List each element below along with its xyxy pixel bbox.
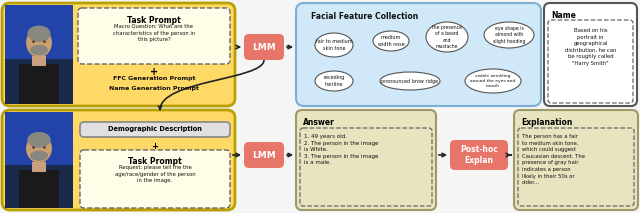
Ellipse shape [315,33,353,57]
FancyBboxPatch shape [296,110,436,210]
Text: LMM: LMM [252,43,276,52]
Bar [5,5,73,104]
Text: Based on his
portrait in
geographical
distribution, he can
be roughly called
"Ha: Based on his portrait in geographical di… [565,28,616,66]
Ellipse shape [32,40,35,43]
Text: Task Prompt: Task Prompt [128,157,182,166]
FancyBboxPatch shape [80,122,230,137]
Text: pronounced brow ridge: pronounced brow ridge [381,79,438,83]
Bar [5,112,73,208]
Ellipse shape [28,132,51,148]
FancyBboxPatch shape [244,34,284,60]
Text: Name: Name [551,11,576,20]
Ellipse shape [30,151,48,161]
Ellipse shape [26,28,52,58]
Bar [32,162,46,171]
Ellipse shape [28,26,51,42]
Text: Explanation: Explanation [521,118,572,127]
Ellipse shape [484,22,534,48]
Text: Macro Question: What are the
characteristics of the person in
this picture?: Macro Question: What are the characteris… [113,24,195,42]
Text: Task Prompt: Task Prompt [127,16,181,25]
Text: Post-hoc
Explan: Post-hoc Explan [460,145,498,165]
Text: receding
hairline: receding hairline [323,75,345,87]
FancyBboxPatch shape [544,3,637,106]
Ellipse shape [380,72,440,90]
Ellipse shape [43,146,46,149]
Text: medium
width nose: medium width nose [378,35,404,47]
FancyBboxPatch shape [300,128,432,206]
Text: visible wrinkling
around the eyes and
mouth: visible wrinkling around the eyes and mo… [470,74,516,88]
FancyBboxPatch shape [548,20,633,103]
FancyBboxPatch shape [2,110,235,210]
Ellipse shape [26,134,52,163]
FancyBboxPatch shape [2,3,235,106]
FancyBboxPatch shape [244,142,284,168]
FancyBboxPatch shape [514,110,638,210]
Text: Demographic Description: Demographic Description [108,127,202,132]
Ellipse shape [426,22,468,52]
Bar [19,170,60,208]
Bar [32,56,46,66]
Text: Name Generation Prompt: Name Generation Prompt [109,86,199,91]
Text: Facial Feature Collection: Facial Feature Collection [311,12,418,21]
Text: the presence
of a beard
and
mustache: the presence of a beard and mustache [432,25,462,49]
Bar [19,64,60,104]
Text: The person has a fair
to medium skin tone,
which could suggest
Caucasian descent: The person has a fair to medium skin ton… [522,134,585,185]
FancyBboxPatch shape [296,3,541,106]
Text: 1. 49 years old.
2. The person in the image
is White.
3. The person in the image: 1. 49 years old. 2. The person in the im… [304,134,378,166]
Ellipse shape [373,31,409,51]
FancyBboxPatch shape [450,140,508,170]
Ellipse shape [30,45,48,55]
Ellipse shape [32,146,35,149]
FancyBboxPatch shape [80,150,230,208]
Text: Request: please tell me the
age/race/gender of the person
in the image.: Request: please tell me the age/race/gen… [115,165,195,183]
FancyBboxPatch shape [518,128,634,206]
Text: +: + [152,142,159,151]
Ellipse shape [43,40,46,43]
Ellipse shape [465,69,521,93]
Text: eye shape is
almond with
slight hooding: eye shape is almond with slight hooding [493,26,525,44]
Bar [5,112,73,165]
Text: FFC Generation Prompt: FFC Generation Prompt [113,76,195,81]
Text: LMM: LMM [252,151,276,160]
Text: Answer: Answer [303,118,335,127]
Text: fair to medium
skin tone: fair to medium skin tone [316,39,352,51]
Bar [5,5,73,59]
FancyBboxPatch shape [78,8,230,64]
Text: +: + [150,67,158,77]
Ellipse shape [315,71,353,91]
